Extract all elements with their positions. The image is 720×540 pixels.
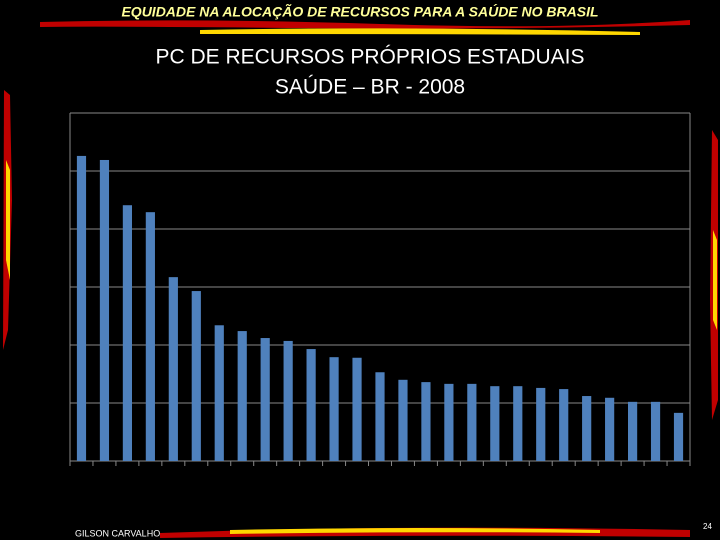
bar: [513, 386, 523, 461]
bar: [352, 357, 362, 461]
bar: [559, 389, 569, 461]
bar: [145, 212, 155, 461]
bar: [306, 349, 316, 461]
bar: [421, 382, 431, 461]
bar: [375, 372, 385, 461]
chart-subtitle: SAÚDE – BR - 2008: [275, 76, 465, 99]
bar: [673, 412, 684, 461]
bar: [650, 401, 661, 461]
bar: [260, 338, 270, 461]
bar: [122, 205, 132, 461]
header-stroke-yellow: [200, 28, 640, 35]
bar: [467, 383, 477, 461]
bar: [605, 397, 615, 461]
bar: [99, 159, 110, 462]
header: EQUIDADE NA ALOCAÇÃO DE RECURSOS PARA A …: [121, 3, 598, 20]
right-stroke-yellow: [713, 230, 717, 330]
author: GILSON CARVALHO: [75, 528, 160, 538]
bar: [237, 331, 247, 461]
header-stroke: [40, 20, 690, 29]
bar: [168, 277, 178, 461]
bar: [490, 386, 500, 461]
bar: [536, 387, 546, 461]
bar: [582, 396, 592, 461]
bar: [283, 340, 293, 461]
bar: [191, 291, 201, 461]
bar: [444, 383, 454, 461]
bar: [398, 379, 408, 461]
left-stroke-yellow: [6, 160, 10, 280]
page-number: 24: [703, 522, 712, 531]
bar: [214, 325, 224, 461]
footer-stroke-yellow: [230, 528, 600, 534]
chart-title: PC DE RECURSOS PRÓPRIOS ESTADUAIS: [155, 46, 584, 69]
bar: [628, 401, 638, 461]
bar: [76, 155, 87, 462]
bar: [329, 357, 339, 461]
